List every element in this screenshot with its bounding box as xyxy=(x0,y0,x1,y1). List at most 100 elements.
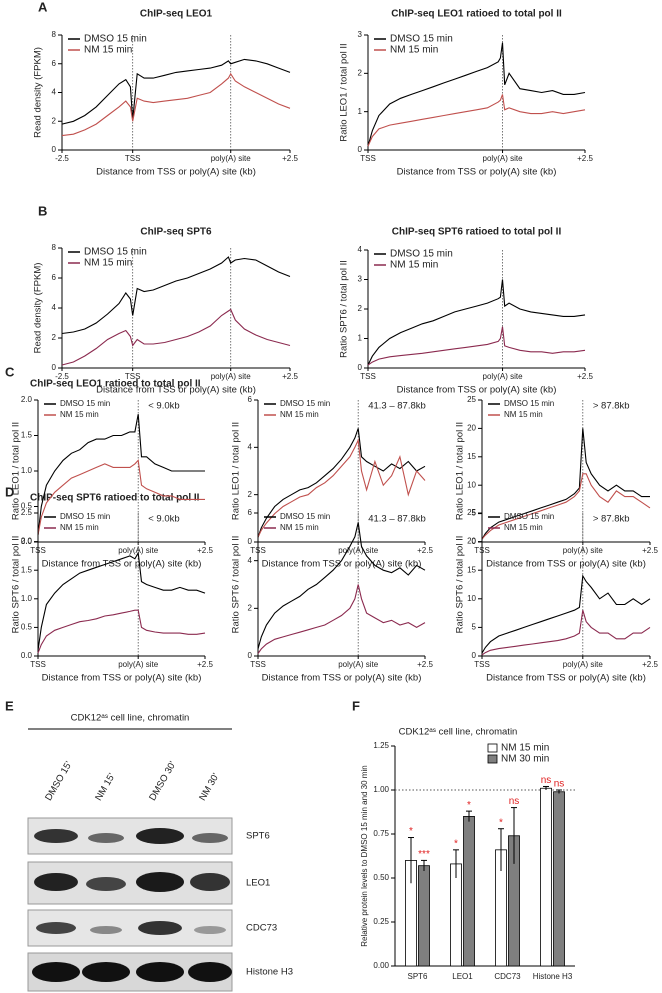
blot-band xyxy=(88,833,124,843)
line-series xyxy=(367,326,586,366)
x-tick-label: +2.5 xyxy=(577,372,593,381)
line-series xyxy=(37,551,206,651)
x-tick-label: SPT6 xyxy=(407,972,428,981)
x-tick-label: poly(A) site xyxy=(483,154,524,163)
x-tick-label: +2.5 xyxy=(197,546,213,555)
x-axis-label: Distance from TSS or poly(A) site (kb) xyxy=(42,673,202,684)
line-series xyxy=(481,574,651,654)
x-tick-label: poly(A) site xyxy=(211,154,252,163)
y-tick-label: 15 xyxy=(467,565,476,574)
legend-label: DMSO 15 min xyxy=(60,399,110,408)
size-annotation: < 9.0kb xyxy=(148,401,179,412)
y-tick-label: 2 xyxy=(52,116,57,125)
significance-label: ns xyxy=(554,779,565,790)
legend-label: DMSO 15 min xyxy=(84,34,147,45)
y-tick-label: 0.25 xyxy=(373,917,389,926)
line-series xyxy=(257,428,426,538)
y-tick-label: 0.50 xyxy=(373,873,389,882)
bar xyxy=(553,791,565,967)
panel-label: D xyxy=(5,484,14,499)
y-tick-label: 6 xyxy=(52,59,57,68)
blot-band xyxy=(32,962,80,982)
significance-label: * xyxy=(467,800,471,811)
x-tick-label: TSS xyxy=(125,154,141,163)
chart-title: ChIP-seq LEO1 xyxy=(140,9,213,20)
chart-title: ChIP-seq SPT6 ratioed to total pol II xyxy=(392,227,562,238)
y-tick-label: 0 xyxy=(472,537,477,546)
x-tick-label: +2.5 xyxy=(417,546,433,555)
blot-band xyxy=(136,828,184,844)
y-tick-label: 1 xyxy=(358,334,363,343)
blot-images xyxy=(27,728,233,992)
line-series xyxy=(61,58,291,125)
legend-label: DMSO 15 min xyxy=(504,512,554,521)
x-axis-label: Distance from TSS or poly(A) site (kb) xyxy=(262,673,422,684)
line-series xyxy=(257,522,426,650)
y-tick-label: 4 xyxy=(358,245,363,254)
y-tick-label: 1.00 xyxy=(373,785,389,794)
blot-band xyxy=(138,921,182,935)
line-series xyxy=(367,94,586,147)
size-annotation: < 9.0kb xyxy=(148,514,179,525)
legend-label: DMSO 15 min xyxy=(280,399,330,408)
line-series xyxy=(61,72,291,137)
y-tick-label: 0.0 xyxy=(21,651,33,660)
y-tick-label: 2 xyxy=(248,603,253,612)
legend-swatch xyxy=(487,754,498,764)
x-axis-label: Distance from TSS or poly(A) site (kb) xyxy=(42,559,202,570)
blot-band xyxy=(190,873,230,891)
y-tick-label: 1.5 xyxy=(21,565,33,574)
panel-label: F xyxy=(352,698,360,713)
significance-label: ns xyxy=(541,775,552,786)
lane-label: NM 15' xyxy=(93,771,118,802)
protein-label: Histone H3 xyxy=(246,967,293,978)
legend-label: NM 15 min xyxy=(390,45,438,56)
size-annotation: > 87.8kb xyxy=(593,401,630,412)
legend-swatch xyxy=(487,743,498,753)
blot-band xyxy=(192,833,228,843)
line-series xyxy=(61,308,291,366)
y-tick-label: 0 xyxy=(472,651,477,660)
y-tick-label: 20 xyxy=(467,424,476,433)
significance-label: *** xyxy=(418,849,430,860)
x-tick-label: poly(A) site xyxy=(563,546,604,555)
legend-label: DMSO 15 min xyxy=(84,247,147,258)
significance-label: ns xyxy=(509,796,520,807)
legend-label: NM 15 min xyxy=(280,410,319,419)
legend-label: NM 15 min xyxy=(84,258,132,269)
blot-band xyxy=(82,962,130,982)
x-tick-label: -2.5 xyxy=(55,154,69,163)
legend-label: DMSO 15 min xyxy=(390,249,453,260)
blot-band xyxy=(86,877,126,891)
bar xyxy=(540,787,552,967)
x-tick-label: poly(A) site xyxy=(338,546,379,555)
x-tick-label: TSS xyxy=(360,154,376,163)
y-tick-label: 4 xyxy=(52,303,57,312)
panel-label: B xyxy=(38,203,47,218)
bar xyxy=(418,865,430,967)
line-series xyxy=(481,428,650,540)
bar xyxy=(450,863,462,967)
legend-label: DMSO 15 min xyxy=(390,34,453,45)
y-tick-label: 2 xyxy=(358,68,363,77)
y-tick-label: 0 xyxy=(248,651,253,660)
y-tick-label: 6 xyxy=(52,273,57,282)
row-title: ChIP-seq SPT6 ratioed to total pol II xyxy=(30,493,200,504)
y-axis-label: Ratio SPT6 / total pol II xyxy=(339,260,350,358)
significance-label: * xyxy=(454,838,458,849)
y-tick-label: 4 xyxy=(52,88,57,97)
y-tick-label: 15 xyxy=(467,452,476,461)
y-tick-label: 2 xyxy=(248,490,253,499)
panel-label: A xyxy=(38,0,48,14)
x-tick-label: poly(A) site xyxy=(483,372,524,381)
legend-label: NM 15 min xyxy=(60,523,99,532)
lane-label: DMSO 30' xyxy=(147,759,178,802)
line-series xyxy=(37,609,206,654)
y-tick-label: 2.0 xyxy=(21,395,33,404)
y-tick-label: 0.5 xyxy=(21,502,33,511)
line-series xyxy=(37,459,205,536)
x-tick-label: TSS xyxy=(125,372,141,381)
line-series xyxy=(481,610,651,656)
y-tick-label: 0.0 xyxy=(21,537,33,546)
